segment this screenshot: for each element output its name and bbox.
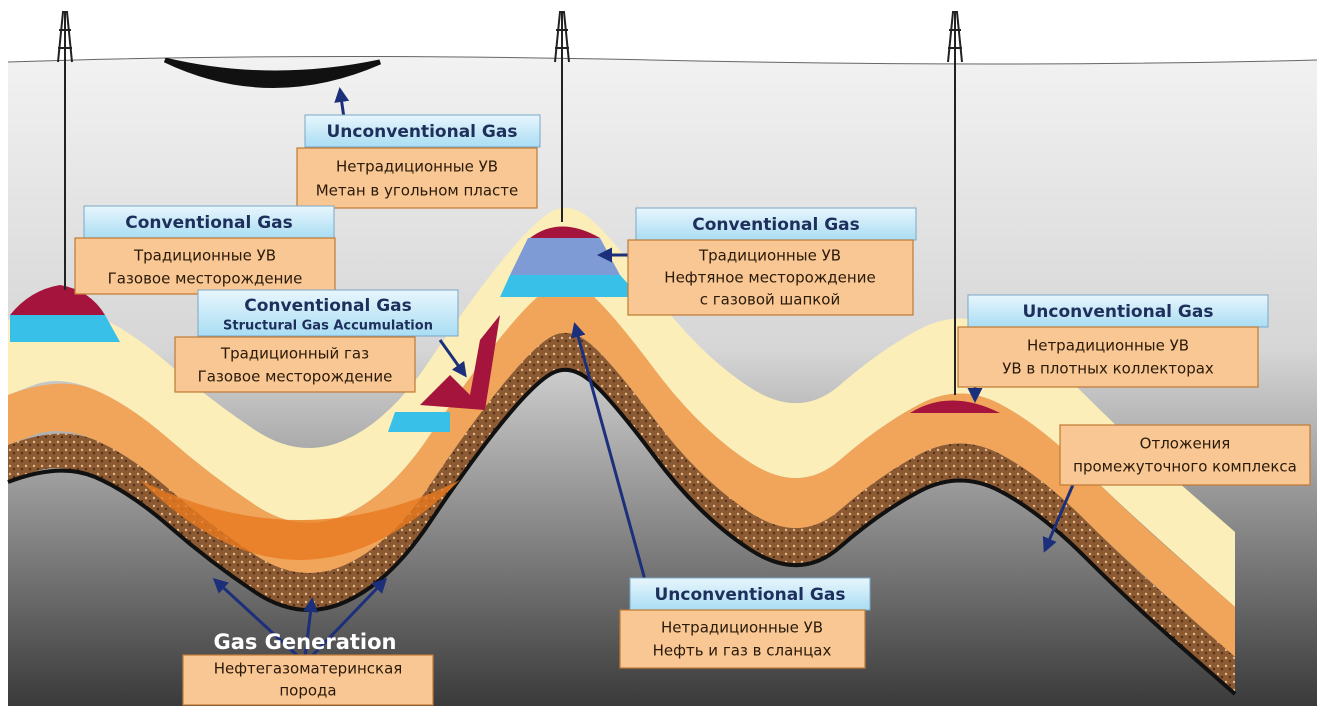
callout: Conventional Gas Традиционные УВ Газовое…: [75, 206, 335, 294]
callout-text: Нетрадиционные УВ: [1027, 337, 1189, 355]
callout-text: Метан в угольном пласте: [316, 182, 519, 200]
callout-text: Газовое месторождение: [108, 270, 303, 288]
callout: Unconventional Gas Нетрадиционные УВ Мет…: [297, 115, 540, 208]
diagram: Gas Generation Unconventional Gas Нетрад…: [0, 0, 1317, 706]
callout-text: Газовое месторождение: [198, 368, 393, 386]
note: Нефтегазоматеринская порода: [183, 655, 433, 705]
callout-header: Conventional Gas: [125, 213, 292, 233]
callout-text: Нефть и газ в сланцах: [653, 642, 832, 660]
callout-header: Unconventional Gas: [327, 122, 518, 142]
callout-text: УВ в плотных коллекторах: [1002, 360, 1214, 378]
callout-text: Традиционные УВ: [133, 247, 276, 265]
note-text: Нефтегазоматеринская: [214, 660, 403, 678]
callout-subheader: Structural Gas Accumulation: [223, 319, 433, 334]
callout-header: Conventional Gas: [692, 215, 859, 235]
callout-text: Традиционные УВ: [698, 247, 841, 265]
callout-header: Conventional Gas: [244, 296, 411, 316]
note-text: порода: [279, 682, 336, 700]
callout: Unconventional Gas Нетрадиционные УВ Неф…: [620, 578, 870, 668]
callout-header: Unconventional Gas: [1023, 302, 1214, 322]
callout: Conventional Gas Structural Gas Accumula…: [175, 290, 458, 392]
gas-generation: Gas Generation: [213, 630, 396, 654]
callout-text: Нефтяное месторождение: [664, 269, 875, 287]
note-text: промежуточного комплекса: [1073, 458, 1297, 476]
note-text: Отложения: [1140, 435, 1231, 453]
callout-text: с газовой шапкой: [700, 291, 841, 309]
callout-text: Нетрадиционные УВ: [336, 158, 498, 176]
callout-header: Unconventional Gas: [655, 585, 846, 605]
callout: Conventional Gas Традиционные УВ Нефтяно…: [628, 208, 916, 315]
callout-text: Традиционный газ: [220, 345, 369, 363]
callout: Unconventional Gas Нетрадиционные УВ УВ …: [958, 295, 1268, 387]
note: Отложения промежуточного комплекса: [1060, 425, 1310, 485]
callout-text: Нетрадиционные УВ: [661, 619, 823, 637]
